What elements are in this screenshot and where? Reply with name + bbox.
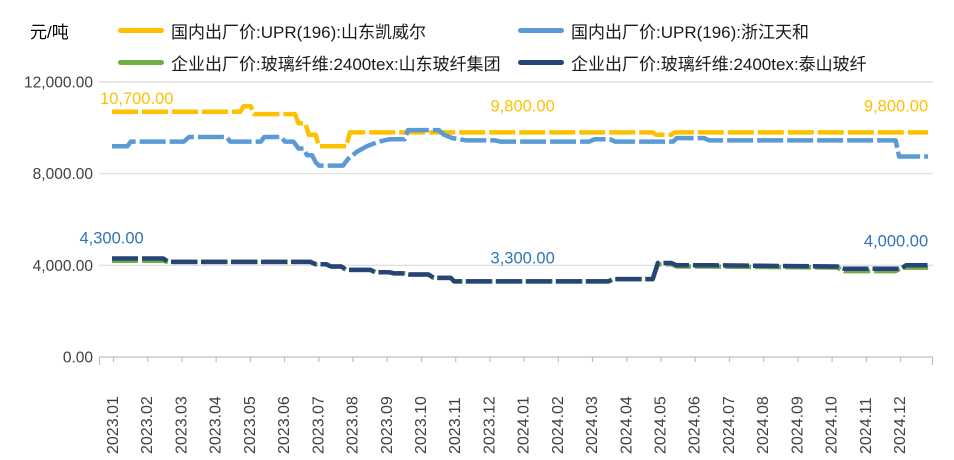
y-axis-tick-label: 0.00 — [63, 350, 94, 367]
legend-item-1: 国内出厂价:UPR(196):浙江天和 — [518, 18, 867, 43]
legend-swatch-icon — [118, 60, 164, 65]
x-axis-tick-label: 2024.09 — [789, 396, 806, 454]
x-axis-tick-label: 2023.08 — [345, 396, 362, 454]
data-label: 9,800.00 — [491, 97, 555, 115]
data-label: 9,800.00 — [864, 97, 928, 115]
x-axis-tick-label: 2024.02 — [550, 396, 567, 454]
x-axis-tick-label: 2023.02 — [139, 396, 156, 454]
x-axis-tick-label: 2023.09 — [379, 396, 396, 454]
y-axis-tick-label: 8,000.00 — [33, 166, 94, 183]
x-axis-tick-label: 2024.10 — [824, 396, 841, 454]
x-axis-tick-label: 2024.04 — [618, 396, 635, 454]
x-axis-tick-label: 2024.06 — [687, 396, 704, 454]
x-axis-tick-label: 2024.07 — [721, 396, 738, 454]
x-axis-tick-label: 2023.11 — [447, 397, 464, 454]
x-axis-tick-label: 2024.03 — [584, 396, 601, 454]
x-axis-tick-label: 2024.12 — [892, 396, 909, 454]
legend-item-3: 企业出厂价:玻璃纤维:2400tex:泰山玻纤 — [518, 50, 867, 75]
legend-item-0: 国内出厂价:UPR(196):山东凯威尔 — [118, 18, 518, 43]
legend-label: 国内出厂价:UPR(196):浙江天和 — [571, 23, 810, 42]
y-axis-tick-label: 12,000.00 — [24, 75, 93, 92]
legend-label: 企业出厂价:玻璃纤维:2400tex:山东玻纤集团 — [171, 55, 501, 74]
y-axis-unit-label: 元/吨 — [30, 23, 69, 42]
data-label: 4,300.00 — [79, 229, 143, 247]
series-line-0 — [112, 103, 929, 149]
series-line-1 — [112, 127, 929, 168]
legend-item-2: 企业出厂价:玻璃纤维:2400tex:山东玻纤集团 — [118, 50, 518, 75]
x-axis-tick-label: 2023.12 — [481, 396, 498, 454]
x-axis-tick-label: 2024.01 — [516, 396, 533, 454]
data-label: 3,300.00 — [491, 249, 555, 267]
x-axis-tick-label: 2023.10 — [413, 396, 430, 454]
x-axis-tick-label: 2023.07 — [310, 396, 327, 454]
x-axis-tick-label: 2023.04 — [208, 396, 225, 454]
legend-swatch-icon — [518, 28, 564, 33]
legend-label: 国内出厂价:UPR(196):山东凯威尔 — [171, 23, 427, 42]
chart-legend: 国内出厂价:UPR(196):山东凯威尔 国内出厂价:UPR(196):浙江天和企… — [118, 18, 867, 75]
legend-label: 企业出厂价:玻璃纤维:2400tex:泰山玻纤 — [571, 55, 867, 74]
series-line-3 — [112, 256, 929, 284]
x-axis-tick-label: 2024.08 — [755, 396, 772, 454]
data-label: 10,700.00 — [100, 90, 173, 108]
x-axis-tick-label: 2024.11 — [858, 397, 875, 454]
legend-swatch-icon — [518, 60, 564, 65]
x-axis-tick-label: 2023.05 — [242, 396, 259, 454]
x-axis-tick-label: 2023.01 — [105, 396, 122, 454]
x-axis-tick-label: 2023.06 — [276, 396, 293, 454]
x-axis-tick-label: 2023.03 — [173, 396, 190, 454]
data-label: 4,000.00 — [864, 232, 928, 250]
legend-swatch-icon — [118, 28, 164, 33]
y-axis-tick-label: 4,000.00 — [33, 258, 94, 275]
x-axis-tick-label: 2024.05 — [653, 396, 670, 454]
